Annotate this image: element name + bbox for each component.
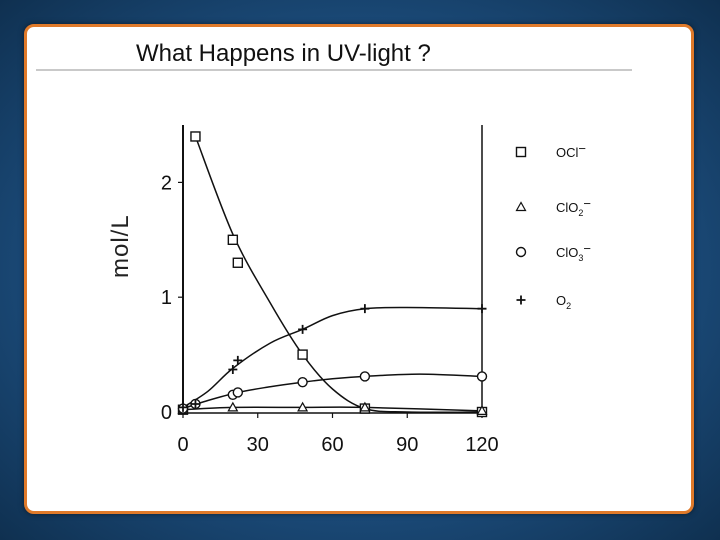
x-tick-label: 30 — [247, 434, 269, 456]
o2-curve — [182, 306, 483, 409]
series-curves — [182, 136, 483, 414]
clo3-point — [232, 387, 244, 398]
o2-point — [477, 304, 487, 314]
legend-marker-o2 — [516, 295, 526, 305]
y-tick-label: 2 — [161, 172, 172, 194]
clo2-point — [227, 401, 239, 412]
y-axis-label: mol/L — [107, 214, 134, 278]
slide-frame — [24, 24, 694, 514]
clo3-point — [359, 371, 371, 382]
tick-labels: 0 30 60 90 120 0 1 2 — [161, 172, 499, 456]
o2-point — [228, 365, 238, 375]
title-underline — [36, 69, 632, 71]
clo2-curve — [182, 406, 483, 412]
o2-point — [298, 324, 308, 334]
legend-label-clo3: ClO3− — [556, 241, 591, 263]
series-markers — [177, 131, 488, 418]
clo2-point — [297, 401, 309, 412]
axes — [178, 125, 484, 418]
o2-point — [360, 304, 370, 314]
clo3-point — [476, 371, 488, 382]
legend-label-clo2: ClO2− — [556, 196, 591, 218]
x-tick-label: 60 — [321, 434, 343, 456]
legend-label-ocl: OCl− — [556, 141, 586, 160]
o2-point — [178, 402, 188, 412]
legend-marker-clo3 — [515, 246, 527, 258]
clo3-point — [297, 376, 308, 388]
clo3-curve — [182, 373, 483, 410]
y-tick-label: 1 — [161, 287, 172, 309]
ocl-curve — [194, 136, 483, 414]
clo2-point — [476, 405, 488, 415]
clo2-point — [359, 401, 371, 412]
legend: OCl− ClO2− ClO3− O2 — [515, 141, 591, 311]
slide-title: What Happens in UV-light ? — [136, 40, 431, 67]
ocl-point — [297, 349, 308, 360]
o2-point — [233, 355, 243, 365]
ocl-point — [227, 234, 239, 246]
legend-marker-clo2 — [515, 201, 527, 212]
o2-point — [190, 399, 200, 409]
x-tick-label: 90 — [396, 434, 418, 456]
ocl-point — [190, 131, 201, 142]
ocl-point — [232, 257, 244, 268]
y-tick-label: 0 — [161, 402, 172, 424]
legend-label-o2: O2 — [556, 293, 571, 311]
x-tick-label: 120 — [465, 434, 498, 456]
legend-marker-ocl — [515, 146, 527, 158]
x-tick-label: 0 — [177, 434, 188, 456]
